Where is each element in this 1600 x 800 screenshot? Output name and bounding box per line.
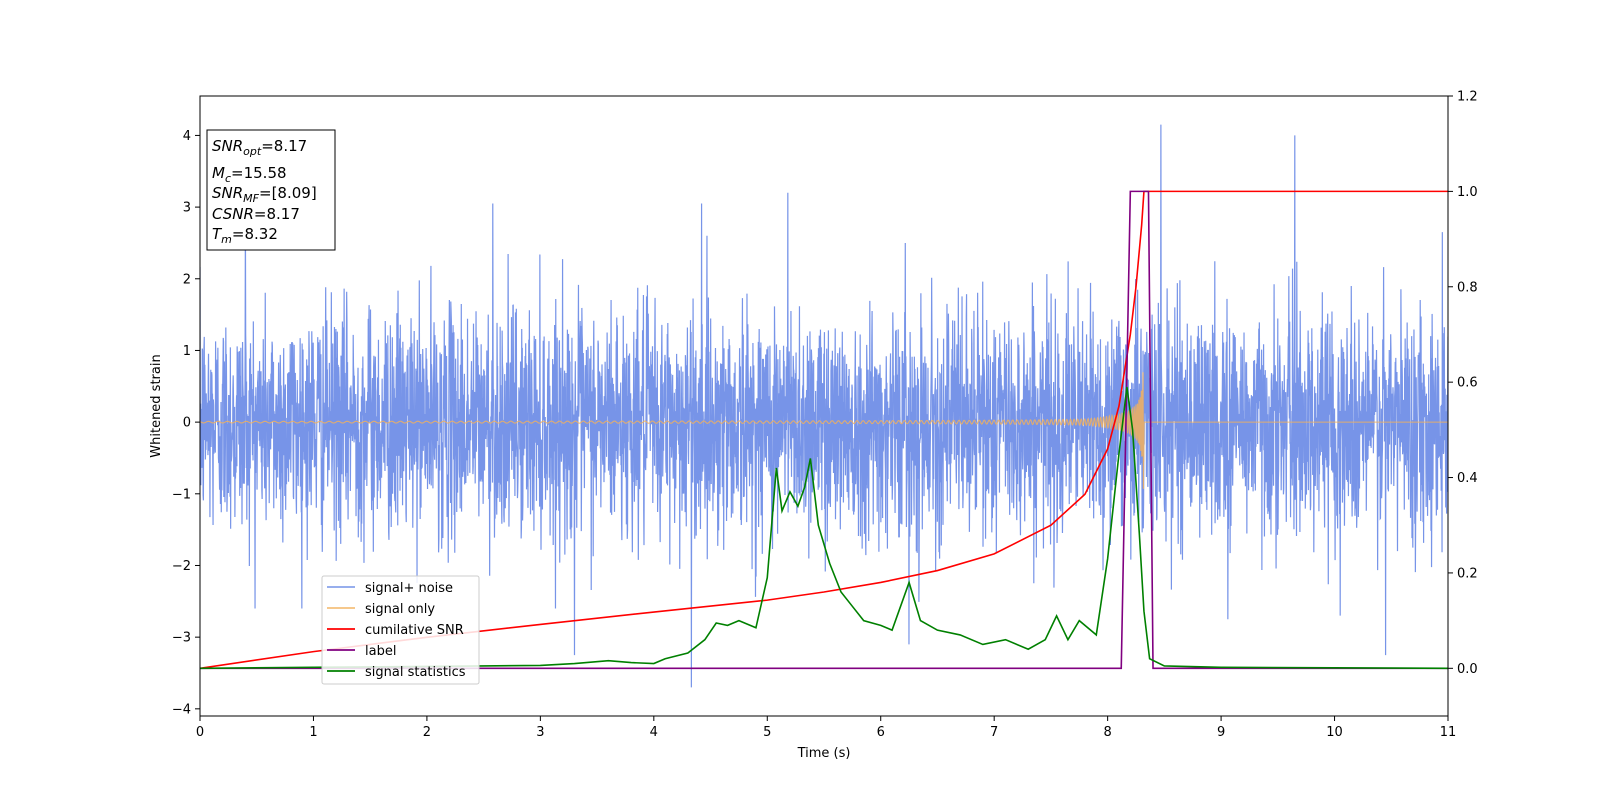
y2-tick-label: 0.8	[1457, 280, 1478, 295]
x-tick-label: 4	[650, 725, 658, 740]
x-tick-label: 6	[877, 725, 885, 740]
y-tick-label: −4	[172, 702, 191, 717]
y-tick-label: 1	[183, 344, 191, 359]
series-layer	[200, 124, 1448, 688]
x-tick-label: 3	[536, 725, 544, 740]
legend-entry: signal statistics	[365, 665, 466, 680]
annotation-line: SNRMF=[8.09]	[212, 184, 317, 205]
legend-entry: cumilative SNR	[365, 623, 464, 638]
y-tick-label: 0	[183, 416, 191, 431]
y-tick-label: −3	[172, 631, 191, 646]
annotation-frame	[206, 129, 336, 251]
y-axis-label: Whitened strain	[149, 354, 164, 457]
y-tick-label: 2	[183, 272, 191, 287]
x-tick-label: 2	[423, 725, 431, 740]
series-signal-noise	[200, 124, 1448, 688]
y-tick-label: 3	[183, 201, 191, 216]
x-tick-label: 0	[196, 725, 204, 740]
annotation-line: Mc=15.58	[212, 164, 287, 185]
ticks-layer: 0 1 2 3 4 5 6 7 8 9 10 11 −4 −3 −2 −1 0 1 2 3 4 0.0 0.2 0.4 0.6 0…	[172, 90, 1478, 741]
annotation-box: SNRopt=8.17 Mc=15.58SNRMF=[8.09]CSNR=8.17…	[206, 129, 336, 251]
y-tick-label: 4	[183, 129, 191, 144]
x-tick-label: 5	[763, 725, 771, 740]
plot-frame	[199, 95, 1449, 717]
y-tick-label: −2	[172, 559, 191, 574]
y2-tick-label: 1.0	[1457, 185, 1478, 200]
x-tick-label: 11	[1440, 725, 1457, 740]
x-tick-label: 1	[309, 725, 317, 740]
legend-entry: label	[365, 644, 396, 659]
x-tick-label: 8	[1103, 725, 1111, 740]
annotation-line: Tm=8.32	[212, 225, 278, 246]
y2-tick-label: 0.6	[1457, 376, 1478, 391]
x-axis-label: Time (s)	[797, 746, 851, 761]
annotation-line: SNRopt=8.17	[212, 137, 307, 158]
series-label	[200, 190, 1448, 670]
y2-tick-label: 0.2	[1457, 566, 1478, 581]
annotation-line: CSNR=8.17	[212, 205, 300, 223]
legend: signal+ noise signal only cumilative SNR la…	[321, 575, 480, 685]
y2-tick-label: 0.4	[1457, 471, 1478, 486]
series-cumilative-snr	[200, 190, 1448, 670]
y-tick-label: −1	[172, 487, 191, 502]
legend-entry: signal+ noise	[365, 581, 453, 596]
y2-tick-label: 0.0	[1457, 662, 1478, 677]
x-tick-label: 7	[990, 725, 998, 740]
x-tick-label: 9	[1217, 725, 1225, 740]
x-tick-label: 10	[1326, 725, 1343, 740]
y2-tick-label: 1.2	[1457, 90, 1478, 105]
legend-entry: signal only	[365, 602, 435, 617]
series-signal-only	[200, 372, 1448, 489]
series-signal-statistics	[200, 386, 1448, 670]
legend-frame	[321, 575, 480, 685]
